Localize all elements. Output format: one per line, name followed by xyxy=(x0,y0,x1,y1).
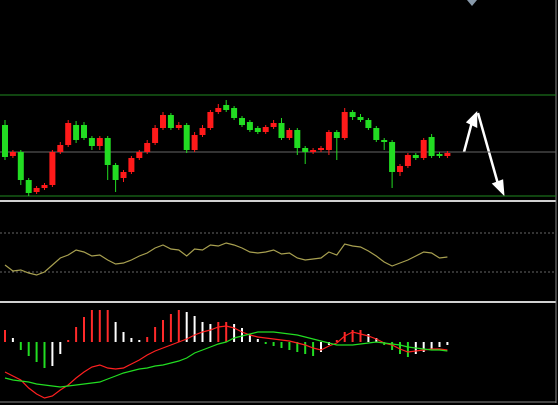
candle-body xyxy=(167,115,174,128)
candle-body xyxy=(436,154,443,156)
candle-body xyxy=(17,152,24,180)
candle-body xyxy=(357,117,364,120)
candle-body xyxy=(9,152,16,156)
candle-body xyxy=(199,128,206,135)
candle-body xyxy=(49,152,56,185)
candle-body xyxy=(373,128,380,140)
candle-body xyxy=(112,165,119,180)
candle-body xyxy=(262,127,269,132)
candle-body xyxy=(183,125,190,150)
oscillator-line xyxy=(4,242,448,276)
candle-body xyxy=(65,123,72,145)
candle-body xyxy=(128,158,135,172)
candle-body xyxy=(278,123,285,138)
candle-body xyxy=(302,148,309,152)
candle-body xyxy=(246,122,253,130)
arrow-down xyxy=(476,112,500,185)
candle-body xyxy=(389,142,396,172)
candle-body xyxy=(428,137,435,156)
candle-body xyxy=(2,125,8,157)
indicator-line xyxy=(4,331,448,388)
arrow-head xyxy=(465,110,478,129)
candle-body xyxy=(420,140,427,158)
candle-body xyxy=(254,128,261,132)
candle-body xyxy=(136,152,143,158)
candle-body xyxy=(41,185,48,188)
candle-body xyxy=(444,153,451,156)
candle-body xyxy=(318,148,324,150)
candle-body xyxy=(215,108,222,112)
arrow-head xyxy=(491,179,505,197)
candle-body xyxy=(294,130,301,148)
candle-body xyxy=(152,128,159,143)
candle-body xyxy=(270,123,277,127)
candle-body xyxy=(207,112,214,128)
candle-body xyxy=(88,138,95,146)
candle-body xyxy=(404,155,411,166)
candle-body xyxy=(381,140,388,142)
candle-body xyxy=(144,143,151,152)
candle-body xyxy=(239,118,245,125)
candle-body xyxy=(96,138,103,146)
candle-body xyxy=(231,108,238,118)
cursor-marker xyxy=(467,0,477,6)
candle-body xyxy=(397,166,403,172)
candle-body xyxy=(104,138,111,165)
candle-body xyxy=(333,132,340,138)
candle-body xyxy=(57,145,64,152)
candle-body xyxy=(25,180,32,193)
candle-body xyxy=(349,112,356,117)
candle-body xyxy=(73,125,80,140)
candle-body xyxy=(160,115,166,128)
candle-body xyxy=(365,120,372,128)
candle-body xyxy=(412,155,419,158)
candle-body xyxy=(286,130,293,138)
candle-body xyxy=(175,125,182,128)
candle-body xyxy=(191,135,198,150)
indicator-line xyxy=(4,325,448,399)
candle-body xyxy=(341,112,348,138)
candle-body xyxy=(81,125,87,138)
forecast-arrows xyxy=(462,110,505,197)
candle-body xyxy=(120,172,127,178)
candle-body xyxy=(223,105,230,110)
candle-body xyxy=(310,150,317,152)
candle-body xyxy=(325,132,332,150)
arrow-up xyxy=(462,121,474,153)
candle-body xyxy=(33,188,40,192)
